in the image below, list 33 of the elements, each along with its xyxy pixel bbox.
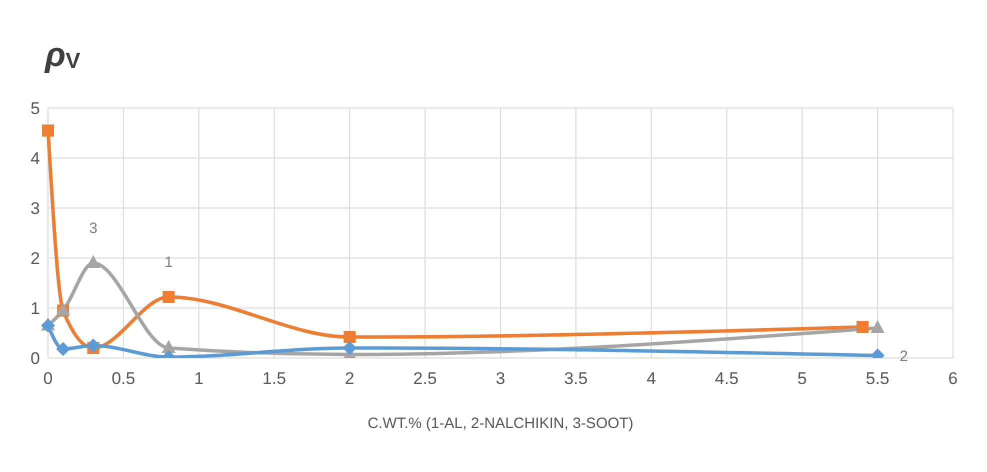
x-tick-label: 5 [797, 369, 807, 388]
x-tick-label: 3.5 [564, 369, 588, 388]
y-axis-title: ρ$_{V}$ [44, 36, 81, 74]
x-tick-label: 1 [194, 369, 204, 388]
x-tick-label: 0 [43, 369, 53, 388]
x-tick-label: 3 [496, 369, 506, 388]
x-tick-label: 2 [344, 369, 354, 388]
annotation: 3 [89, 220, 98, 237]
x-tick-label: 4.5 [714, 369, 739, 388]
x-tick-label: 1.5 [262, 369, 286, 388]
x-axis-title: C.WT.% (1-AL, 2-NALCHIKIN, 3-SOOT) [368, 415, 634, 432]
annotation: 2 [900, 348, 908, 365]
y-tick-label: 1 [30, 299, 40, 318]
x-tick-label: 0.5 [112, 369, 136, 388]
x-tick-label: 6 [948, 369, 958, 388]
x-tick-label: 4 [646, 369, 656, 388]
y-tick-label: 4 [30, 149, 40, 168]
point [162, 291, 175, 303]
point [56, 342, 70, 356]
x-tick-label: 5.5 [866, 369, 890, 388]
point [856, 321, 868, 333]
point [344, 331, 356, 343]
y-tick-label: 2 [30, 249, 40, 268]
point [86, 338, 100, 352]
point [870, 320, 885, 333]
x-tick-label: 2.5 [413, 369, 437, 388]
point [342, 341, 357, 355]
y-tick-label: 3 [30, 199, 40, 218]
point [42, 124, 54, 136]
y-tick-label: 5 [30, 99, 40, 118]
annotation: 1 [164, 254, 173, 271]
point [162, 340, 176, 353]
y-tick-label: 0 [30, 349, 40, 368]
